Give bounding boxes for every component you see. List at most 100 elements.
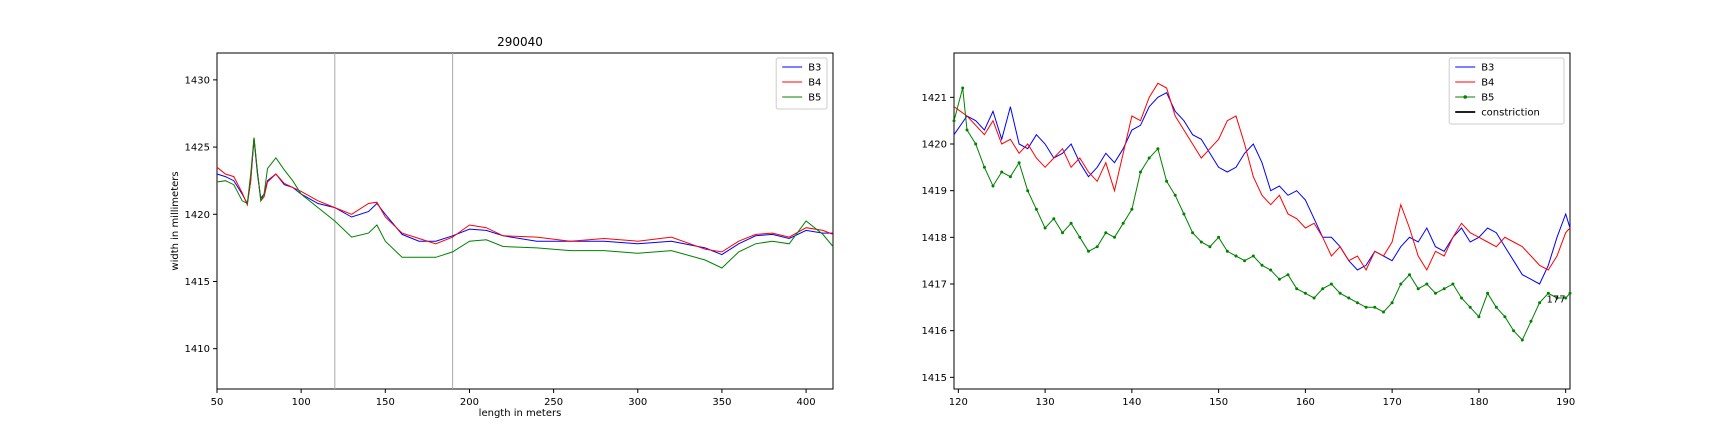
- x-tick-label: 100: [292, 397, 311, 408]
- data-point-b5: [982, 165, 986, 169]
- data-point-b5: [1520, 338, 1524, 342]
- series-line-b5: [953, 87, 1571, 341]
- data-point-b5: [1355, 301, 1359, 305]
- data-point-b5: [1008, 175, 1012, 179]
- x-tick-label: 200: [460, 397, 479, 408]
- data-point-b5: [1460, 296, 1463, 300]
- series-line-b3: [953, 92, 1571, 285]
- data-point-b5: [1034, 207, 1038, 211]
- legend-label: B4: [808, 78, 821, 89]
- x-tick-label: 150: [376, 397, 395, 408]
- data-point-b5: [1503, 315, 1507, 319]
- x-tick-label: 150: [1209, 397, 1228, 408]
- data-point-b5: [1329, 282, 1333, 286]
- y-tick-label: 1425: [185, 143, 210, 154]
- data-point-b5: [1026, 189, 1030, 193]
- series-line-b3: [216, 138, 833, 256]
- data-point-b5: [1494, 305, 1498, 309]
- data-point-b5: [1286, 273, 1290, 277]
- series-lines: [216, 137, 834, 269]
- data-point-b5: [1373, 305, 1377, 309]
- data-point-b5: [1399, 282, 1403, 286]
- series-line-b5: [216, 137, 834, 269]
- annotations: 177: [1547, 295, 1566, 306]
- data-point-b5: [1147, 156, 1151, 160]
- series-line-b4: [216, 137, 834, 253]
- data-point-b5: [1442, 287, 1446, 291]
- data-point-b5: [1217, 235, 1221, 239]
- data-point-b5: [991, 184, 995, 188]
- data-point-b5: [1477, 315, 1481, 319]
- x-tick-label: 400: [797, 397, 816, 408]
- x-ticks: 120 130 140 150 160 170 180 190: [949, 389, 1575, 408]
- data-point-b5: [1139, 170, 1142, 174]
- data-point-b5: [1486, 291, 1490, 295]
- legend-label: B5: [808, 93, 821, 104]
- legend: B3 B4 B5 constriction: [1448, 57, 1565, 125]
- data-point-b5: [1546, 291, 1550, 295]
- y-tick-label: 1416: [922, 326, 947, 337]
- data-point-b5: [1295, 287, 1299, 291]
- y-tick-label: 1420: [185, 210, 210, 221]
- data-point-b5: [1277, 277, 1281, 281]
- data-point-b5: [1017, 161, 1021, 165]
- data-point-b5: [1408, 273, 1411, 277]
- x-tick-label: 300: [628, 397, 647, 408]
- data-point-b5: [1269, 268, 1273, 272]
- x-tick-label: 140: [1122, 397, 1141, 408]
- data-point-b5: [1052, 217, 1056, 221]
- data-point-b5: [1382, 310, 1385, 314]
- y-tick-label: 1418: [922, 233, 947, 244]
- data-point-b5: [1451, 282, 1455, 286]
- data-point-b5: [1121, 221, 1125, 225]
- data-point-b5: [1061, 231, 1064, 235]
- data-point-b5: [1191, 231, 1195, 235]
- x-tick-label: 180: [1469, 397, 1488, 408]
- data-point-b5: [1564, 296, 1568, 300]
- legend-box: [1448, 57, 1565, 125]
- vlines: [334, 53, 454, 389]
- legend-label: B4: [1481, 78, 1494, 89]
- y-axis-label: width in millimeters: [170, 171, 181, 270]
- y-tick-label: 1415: [185, 277, 210, 288]
- data-point-b5: [1208, 245, 1212, 249]
- data-point-b5: [1338, 291, 1342, 295]
- data-point-b5: [1538, 301, 1542, 305]
- plot-area: [953, 52, 1571, 390]
- data-point-b5: [1529, 319, 1533, 323]
- data-point-b5: [1173, 193, 1177, 197]
- legend-label: B3: [1481, 63, 1494, 74]
- y-tick-label: 1410: [185, 344, 210, 355]
- data-point-b5: [1364, 305, 1368, 309]
- data-point-b5: [1043, 226, 1047, 230]
- data-point-b5: [1000, 170, 1004, 174]
- data-point-b5: [974, 142, 978, 146]
- data-point-b5: [1087, 249, 1090, 253]
- data-point-b5: [952, 119, 956, 123]
- data-point-b5: [1390, 301, 1394, 305]
- data-point-b5: [1156, 147, 1160, 151]
- data-point-b5: [1225, 249, 1229, 253]
- x-tick-label: 120: [949, 397, 968, 408]
- data-point-b5: [1095, 245, 1099, 249]
- data-point-b5: [1234, 254, 1238, 258]
- series-line-b4: [953, 82, 1571, 272]
- data-point-b5: [965, 128, 969, 132]
- data-point-b5: [1069, 221, 1073, 225]
- data-point-b5: [1555, 296, 1559, 300]
- legend-label: constriction: [1481, 108, 1540, 119]
- data-point-b5: [1434, 291, 1437, 295]
- x-tick-label: 160: [1296, 397, 1315, 408]
- y-ticks: 1415 1416 1417 1418 1419 1420 1421: [922, 93, 954, 384]
- series-lines: [952, 82, 1572, 342]
- data-point-b5: [1416, 287, 1420, 291]
- legend: B3 B4 B5: [775, 57, 828, 110]
- y-tick-label: 1419: [922, 186, 947, 197]
- chart-right: 177 120 130 140 150 160 170 180 190 14151416141…: [922, 52, 1575, 408]
- data-point-b5: [1425, 282, 1429, 286]
- data-point-b5: [1130, 207, 1134, 211]
- data-point-b5: [1165, 179, 1169, 183]
- x-tick-label: 350: [712, 397, 731, 408]
- plot-area: [216, 52, 834, 390]
